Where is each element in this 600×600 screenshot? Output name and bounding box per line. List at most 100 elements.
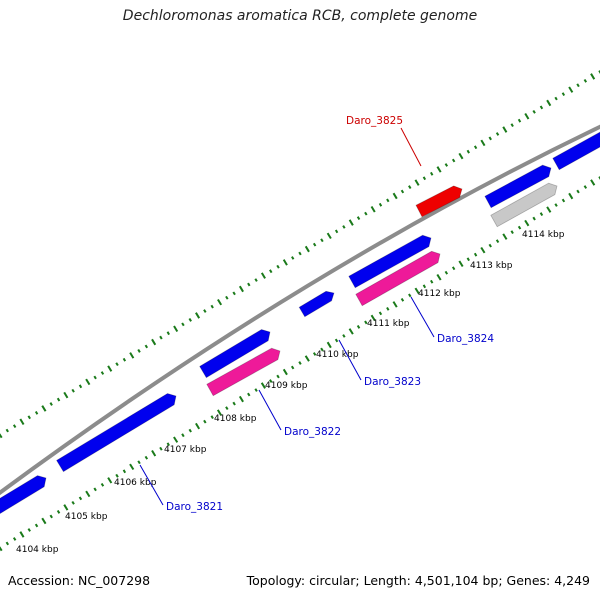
scale-tick (217, 298, 223, 306)
scale-tick (590, 179, 596, 186)
scale-tick (356, 216, 361, 221)
scale-tick (225, 295, 229, 300)
scale-tick (78, 496, 83, 501)
gene-arrow[interactable] (298, 290, 335, 318)
scale-tick (436, 166, 442, 173)
scale-tick (378, 311, 383, 316)
scale-tick (348, 219, 354, 226)
scale-tick (392, 301, 398, 308)
gene-arrow[interactable] (199, 329, 271, 379)
gene-label[interactable]: Daro_3824 (437, 333, 494, 345)
scale-tick (238, 395, 244, 403)
gene-leader-line (338, 339, 362, 381)
gene-label[interactable]: Daro_3823 (364, 376, 421, 388)
scale-tick (598, 70, 600, 74)
scale-tick (370, 314, 376, 322)
scale-tick (502, 233, 508, 240)
scale-tick (458, 152, 464, 160)
scale-tick (517, 225, 522, 230)
scale-tick (320, 238, 324, 243)
scale-tick (517, 118, 522, 123)
scale-tick (480, 246, 486, 254)
scale-tick (554, 96, 558, 101)
scale-tick (539, 212, 544, 217)
gene-arrow[interactable] (56, 393, 177, 473)
scale-tick (19, 531, 25, 538)
tick-label: 4106 kbp (114, 478, 157, 488)
scale-tick (27, 528, 31, 532)
accession-text: Accession: NC_007298 (8, 573, 151, 588)
scale-tick (269, 269, 273, 274)
scale-tick (238, 285, 244, 293)
scale-tick (85, 378, 91, 386)
scale-tick (539, 105, 544, 110)
tick-labels: 4104 kbp 4105 kbp 4106 kbp 4107 kbp 4108 kbp… (16, 230, 565, 555)
scale-tick (49, 402, 53, 406)
scale-tick (93, 487, 97, 492)
scale-tick (151, 338, 157, 346)
scale-tick (254, 278, 258, 282)
scale-tick (225, 406, 229, 411)
scale-tick (532, 216, 536, 221)
scale-tick (247, 282, 251, 287)
scale-tick (532, 109, 536, 114)
scale-tick (524, 112, 530, 120)
scale-tick (122, 357, 127, 362)
scale-tick (576, 83, 580, 88)
genome-summary-text: Topology: circular; Length: 4,501,104 bp… (246, 573, 590, 588)
scale-tick (173, 325, 179, 333)
scale-tick (260, 382, 266, 389)
scale-tick (144, 455, 149, 460)
gene-arrow[interactable] (355, 250, 441, 307)
gene-arrow[interactable] (206, 347, 281, 397)
scale-tick (364, 211, 368, 216)
gene-labels: Daro_3821 Daro_3822 Daro_3823 Daro_3824 Daro… (139, 115, 494, 513)
gene-label[interactable]: Daro_3821 (166, 501, 223, 513)
scale-tick (115, 362, 119, 367)
genome-title: Dechloromonas aromatica RCB, complete ge… (122, 8, 478, 24)
scale-tick (34, 410, 39, 415)
scale-tick (458, 260, 464, 268)
scale-tick (181, 322, 185, 327)
gene-arrow[interactable] (0, 475, 47, 518)
gene-arrow[interactable] (484, 164, 552, 209)
scale-tick (598, 176, 600, 180)
gene-features (0, 131, 600, 518)
scale-tick (122, 469, 127, 474)
gene-label[interactable]: Daro_3822 (284, 426, 341, 438)
tick-label: 4112 kbp (418, 289, 461, 299)
scale-tick (19, 418, 25, 426)
scale-tick (488, 136, 492, 141)
scale-tick (495, 132, 500, 136)
scale-tick (370, 205, 376, 213)
scale-tick (408, 185, 412, 190)
scale-tick (188, 317, 192, 322)
scale-tick (254, 388, 258, 392)
scale-tick (181, 433, 185, 438)
scale-tick (100, 371, 105, 375)
scale-tick (304, 355, 310, 362)
scale-tick (290, 365, 295, 370)
scale-tick (348, 328, 354, 335)
scale-tick (34, 523, 39, 528)
scale-tick (159, 335, 163, 340)
scale-tick (0, 546, 3, 552)
scale-tick (576, 189, 580, 194)
scale-tick (276, 264, 280, 269)
gene-label[interactable]: Daro_3825 (346, 115, 403, 127)
scale-tick (298, 361, 302, 365)
scale-tick (12, 537, 17, 541)
scale-tick (232, 291, 236, 296)
scale-tick (291, 256, 295, 260)
scale-tick (408, 293, 412, 298)
scale-tick (422, 176, 427, 181)
scale-tick (312, 352, 317, 356)
gene-arrow[interactable] (415, 185, 463, 218)
gene-arrow[interactable] (348, 234, 432, 289)
tick-label: 4114 kbp (522, 230, 565, 240)
tick-label: 4109 kbp (265, 381, 308, 391)
scale-tick (400, 297, 405, 302)
scale-tick (326, 232, 332, 240)
gene-arrow[interactable] (490, 182, 558, 228)
